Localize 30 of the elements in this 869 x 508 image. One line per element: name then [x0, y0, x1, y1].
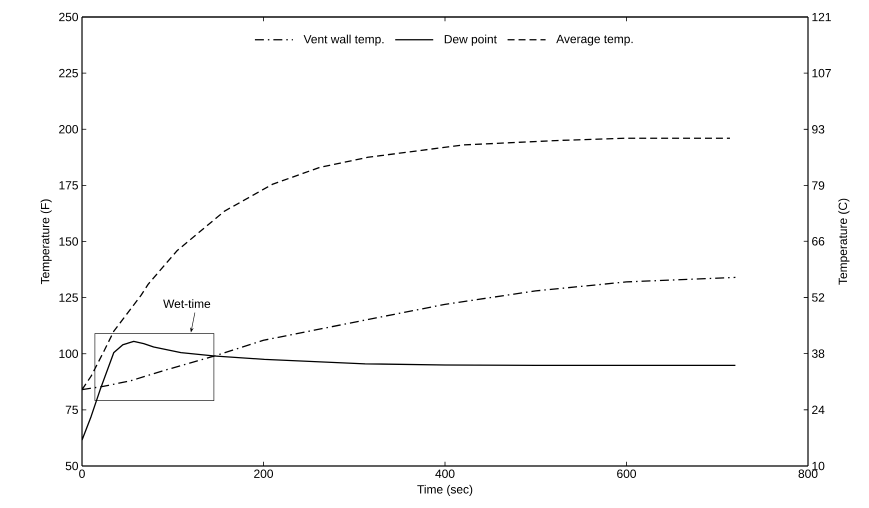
y-tick-label: 250: [59, 12, 78, 22]
x-axis-title: Time (sec): [417, 484, 472, 496]
x-tick-label: 200: [254, 470, 274, 478]
y2-tick-label: 93: [812, 125, 824, 134]
y-tick-label: 175: [59, 181, 78, 190]
y2-tick-label: 24: [812, 406, 824, 414]
y2-tick-label: 79: [812, 181, 824, 190]
y2-tick-label: 10: [812, 462, 824, 470]
x-tick-label: 400: [435, 470, 455, 478]
y-tick-label: 75: [66, 406, 78, 414]
x-tick-label: 0: [79, 470, 85, 478]
legend-label: Average temp.: [556, 34, 633, 46]
x-tick-label: 800: [798, 470, 818, 478]
y2-axis-title: Temperature (C): [838, 198, 850, 285]
y-tick-label: 100: [59, 350, 78, 358]
y2-tick-label: 52: [812, 293, 824, 302]
y-tick-label: 50: [66, 462, 78, 470]
y2-tick-label: 121: [812, 12, 831, 22]
y2-tick-label: 107: [812, 68, 831, 78]
y2-tick-label: 38: [812, 349, 824, 358]
y-tick-label: 225: [59, 68, 78, 78]
legend-label: Dew point: [444, 34, 497, 46]
x-tick-label: 600: [617, 470, 636, 478]
y-tick-label: 150: [59, 237, 78, 246]
annotation: Wet-time: [163, 299, 210, 308]
y2-tick-label: 66: [812, 237, 824, 246]
y-tick-label: 200: [59, 125, 78, 134]
legend-label: Vent wall temp.: [304, 34, 384, 46]
y-tick-label: 125: [59, 293, 78, 302]
y-axis-title: Temperature (F): [40, 199, 52, 284]
